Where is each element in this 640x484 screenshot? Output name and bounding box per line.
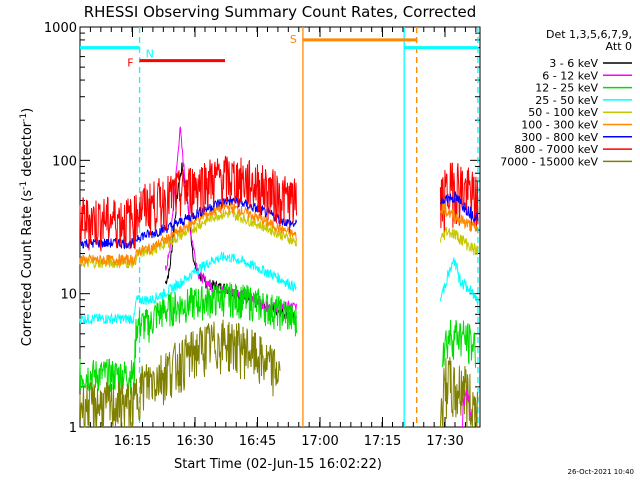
series-line (439, 162, 479, 238)
legend-header-1: Det 1,3,5,6,7,9, (546, 28, 632, 41)
y-tick-label: 1000 (44, 21, 77, 36)
legend-label: 25 - 50 keV (535, 94, 598, 107)
y-tick-label: 1 (69, 421, 77, 436)
y-tick-label: 100 (52, 154, 77, 169)
legend-label: 7000 - 15000 keV (500, 155, 598, 168)
series-line (79, 250, 297, 326)
series-line (79, 282, 297, 395)
series-line (79, 319, 281, 428)
y-axis-label: Corrected Count Rate (s-1 detector-1) (19, 108, 35, 346)
y-tick-label: 10 (60, 288, 77, 303)
series-line (439, 226, 479, 256)
flag-label: S (290, 33, 297, 46)
legend-header-2: Att 0 (606, 40, 632, 53)
x-axis-ticks: 16:15 16:30 16:45 17:00 17:15 17:30 (79, 27, 477, 449)
legend-label: 6 - 12 keV (542, 69, 598, 82)
series-line (439, 203, 479, 234)
x-tick-label: 16:45 (239, 434, 276, 449)
x-tick-label: 16:15 (114, 434, 151, 449)
plot-area: 1 10 100 1000 16:15 16:30 16:45 17:00 17:15 17:3… (44, 21, 481, 449)
x-tick-label: 16:30 (176, 434, 213, 449)
time-markers (138, 27, 479, 427)
x-tick-label: 17:00 (301, 434, 338, 449)
y-axis-label-end: ) (20, 108, 35, 113)
flag-label: N (146, 48, 154, 61)
legend-label: 800 - 7000 keV (514, 143, 598, 156)
flag-label: F (127, 57, 133, 70)
legend-label: 100 - 300 keV (521, 119, 598, 132)
series-lines (79, 126, 479, 428)
x-axis-label: Start Time (02-Jun-15 16:02:22) (174, 457, 382, 472)
series-line (462, 389, 472, 428)
legend-label: 300 - 800 keV (521, 131, 598, 144)
timestamp: 26-Oct-2021 10:40 (568, 468, 634, 476)
legend-label: 12 - 25 keV (535, 82, 598, 95)
x-tick-label: 17:30 (426, 434, 463, 449)
y-axis-label-sup-1: -1 (19, 181, 29, 190)
series-line (439, 356, 479, 428)
y-axis-label-mid: detector (20, 121, 35, 181)
flag-bars: NF S (80, 33, 478, 70)
series-line (442, 319, 476, 368)
series-line (439, 191, 479, 224)
y-axis-label-main: Corrected Count Rate (s (20, 190, 35, 347)
series-line (79, 155, 297, 252)
x-tick-label: 17:15 (364, 434, 401, 449)
series-line (439, 257, 479, 306)
y-axis-label-sup-2: -1 (19, 113, 29, 122)
legend-label: 50 - 100 keV (528, 106, 598, 119)
legend-label: 3 - 6 keV (549, 57, 598, 70)
series-line (79, 209, 297, 269)
chart-title: RHESSI Observing Summary Count Rates, Co… (84, 3, 477, 21)
